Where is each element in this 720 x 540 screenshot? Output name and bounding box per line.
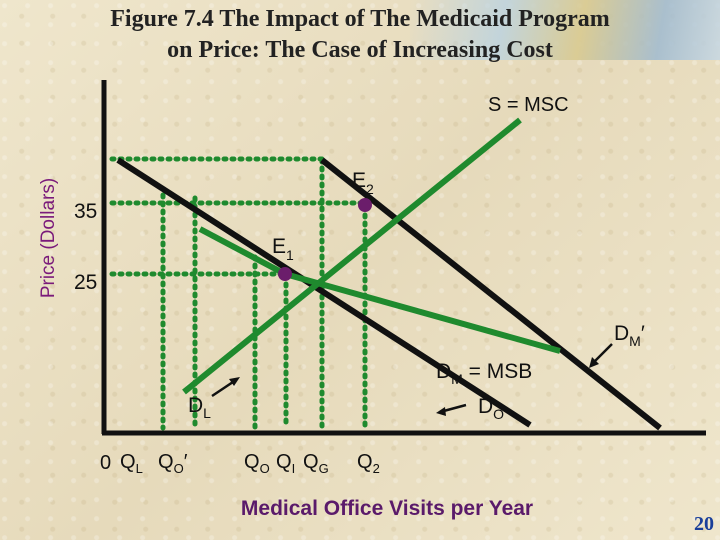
- quantity-label-qg: QG: [303, 451, 329, 476]
- quantity-label-ql: QL: [120, 451, 143, 476]
- point-label-e1: E1: [272, 235, 294, 263]
- decorative-banner: [410, 0, 720, 60]
- arrow-dl-head: [229, 377, 240, 386]
- equilibrium-point-e1: [278, 267, 292, 281]
- quantity-label-qo-prime: QO′: [158, 451, 188, 476]
- demand-curve-dm: [284, 271, 561, 354]
- supply-label: S = MSC: [488, 94, 569, 116]
- supply-curve: [182, 117, 522, 395]
- quantity-label-q2: Q2: [357, 451, 380, 476]
- demand-curve-dl: [198, 226, 287, 277]
- demand-curve-dm-prime: [320, 157, 662, 431]
- title-line-2: on Price: The Case of Increasing Cost: [167, 37, 553, 63]
- demand-label-dl: DL: [188, 394, 211, 421]
- demand-label-dm: DM = MSB: [436, 360, 532, 387]
- equilibrium-point-e2: [358, 198, 372, 212]
- arrow-dm-prime-head: [589, 357, 599, 368]
- demand-curve-do: [116, 157, 532, 428]
- arrow-do-head: [436, 407, 446, 416]
- x-axis-label: Medical Office Visits per Year: [241, 497, 533, 520]
- quantity-label-qo: QO: [244, 451, 270, 476]
- price-label-35: 35: [74, 200, 97, 223]
- demand-label-do: DO: [478, 395, 504, 422]
- demand-label-dm-prime: DM′: [614, 322, 645, 349]
- price-label-25: 25: [74, 271, 97, 294]
- page-number: 20: [694, 513, 714, 535]
- quantity-label-qi: QI: [276, 451, 295, 476]
- title-line-1: Figure 7.4 The Impact of The Medicaid Pr…: [110, 6, 610, 32]
- origin-label: 0: [100, 452, 111, 474]
- slide-title: Figure 7.4 The Impact of The Medicaid Pr…: [0, 4, 720, 66]
- point-label-e2: E2: [352, 169, 374, 197]
